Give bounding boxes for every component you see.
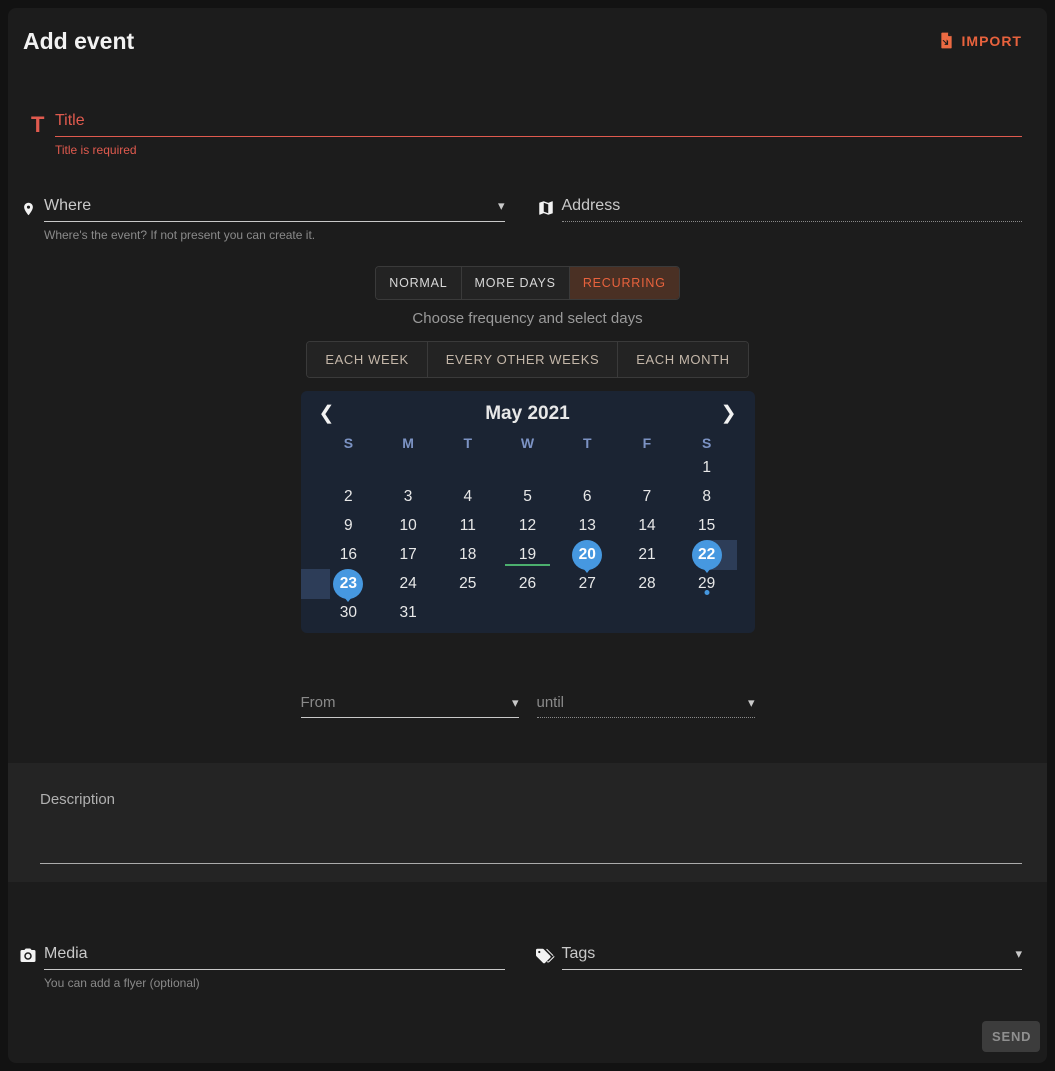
svg-text:T: T [31,114,45,136]
